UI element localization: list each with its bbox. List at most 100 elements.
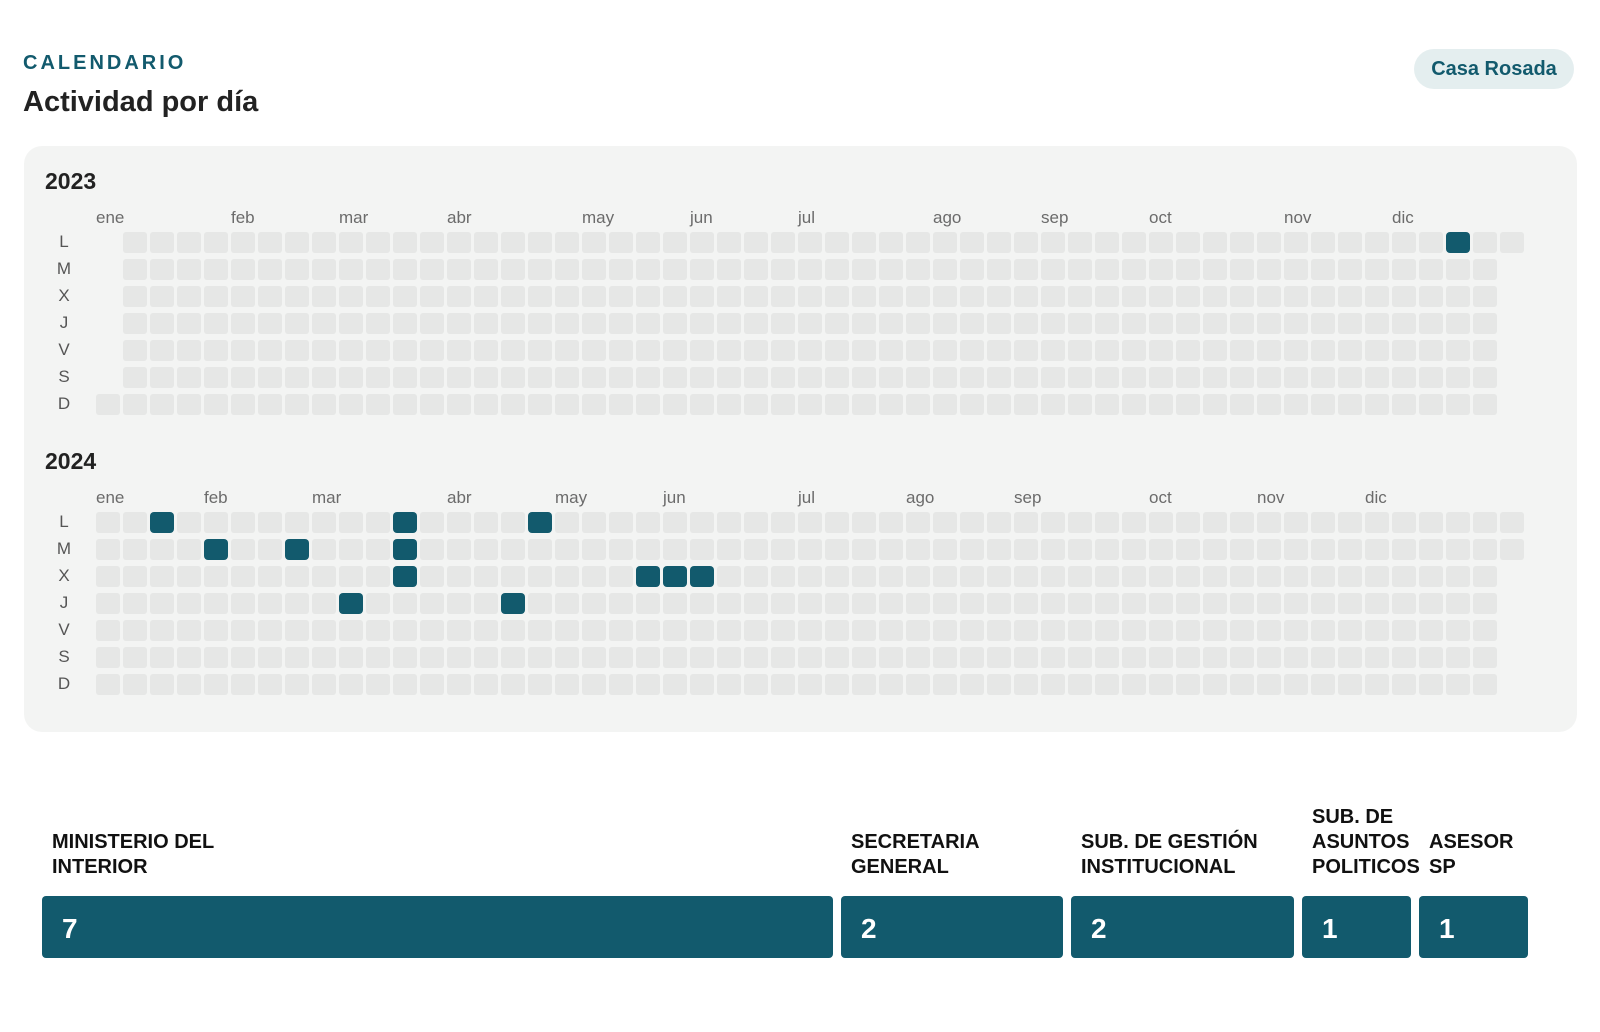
day-cell[interactable] (1311, 620, 1335, 641)
day-cell[interactable] (825, 539, 849, 560)
day-cell[interactable] (177, 512, 201, 533)
day-cell[interactable] (528, 259, 552, 280)
day-cell[interactable] (204, 647, 228, 668)
day-cell[interactable] (609, 512, 633, 533)
day-cell[interactable] (474, 620, 498, 641)
day-cell[interactable] (393, 340, 417, 361)
day-cell[interactable] (231, 232, 255, 253)
day-cell[interactable] (1392, 259, 1416, 280)
day-cell[interactable] (690, 367, 714, 388)
day-cell[interactable] (609, 259, 633, 280)
day-cell[interactable] (447, 367, 471, 388)
day-cell-active[interactable] (150, 512, 174, 533)
day-cell[interactable] (312, 313, 336, 334)
day-cell[interactable] (771, 674, 795, 695)
day-cell[interactable] (1014, 593, 1038, 614)
day-cell[interactable] (582, 313, 606, 334)
day-cell[interactable] (1419, 539, 1443, 560)
day-cell[interactable] (1338, 566, 1362, 587)
day-cell[interactable] (1419, 647, 1443, 668)
day-cell[interactable] (1203, 566, 1227, 587)
day-cell[interactable] (555, 620, 579, 641)
day-cell[interactable] (285, 313, 309, 334)
day-cell[interactable] (636, 367, 660, 388)
day-cell[interactable] (609, 674, 633, 695)
day-cell[interactable] (231, 394, 255, 415)
day-cell[interactable] (744, 566, 768, 587)
day-cell[interactable] (1149, 647, 1173, 668)
day-cell[interactable] (1014, 674, 1038, 695)
day-cell[interactable] (663, 647, 687, 668)
day-cell[interactable] (1122, 512, 1146, 533)
day-cell[interactable] (1284, 566, 1308, 587)
day-cell[interactable] (1311, 539, 1335, 560)
day-cell[interactable] (501, 620, 525, 641)
day-cell[interactable] (798, 313, 822, 334)
day-cell[interactable] (393, 593, 417, 614)
day-cell[interactable] (339, 340, 363, 361)
day-cell[interactable] (609, 394, 633, 415)
day-cell[interactable] (555, 286, 579, 307)
day-cell[interactable] (258, 340, 282, 361)
day-cell[interactable] (1419, 340, 1443, 361)
day-cell[interactable] (312, 566, 336, 587)
day-cell[interactable] (1122, 286, 1146, 307)
day-cell-active[interactable] (636, 566, 660, 587)
day-cell[interactable] (1014, 259, 1038, 280)
day-cell[interactable] (1257, 367, 1281, 388)
day-cell[interactable] (933, 620, 957, 641)
day-cell[interactable] (879, 394, 903, 415)
day-cell[interactable] (150, 674, 174, 695)
day-cell[interactable] (906, 593, 930, 614)
day-cell[interactable] (555, 394, 579, 415)
day-cell[interactable] (933, 232, 957, 253)
day-cell[interactable] (123, 647, 147, 668)
day-cell[interactable] (204, 674, 228, 695)
day-cell[interactable] (825, 232, 849, 253)
day-cell[interactable] (852, 367, 876, 388)
day-cell[interactable] (1068, 593, 1092, 614)
day-cell[interactable] (987, 259, 1011, 280)
day-cell[interactable] (1230, 313, 1254, 334)
day-cell[interactable] (1041, 566, 1065, 587)
day-cell[interactable] (1446, 512, 1470, 533)
day-cell[interactable] (1014, 367, 1038, 388)
day-cell[interactable] (1419, 232, 1443, 253)
day-cell[interactable] (825, 367, 849, 388)
day-cell[interactable] (690, 259, 714, 280)
day-cell[interactable] (1041, 286, 1065, 307)
day-cell[interactable] (582, 232, 606, 253)
day-cell[interactable] (555, 674, 579, 695)
day-cell[interactable] (1230, 394, 1254, 415)
day-cell[interactable] (366, 259, 390, 280)
day-cell[interactable] (177, 647, 201, 668)
day-cell[interactable] (879, 313, 903, 334)
day-cell[interactable] (150, 539, 174, 560)
day-cell[interactable] (1338, 620, 1362, 641)
day-cell[interactable] (1392, 647, 1416, 668)
day-cell[interactable] (339, 232, 363, 253)
day-cell[interactable] (1095, 340, 1119, 361)
day-cell[interactable] (366, 340, 390, 361)
day-cell[interactable] (879, 593, 903, 614)
day-cell[interactable] (96, 394, 120, 415)
day-cell[interactable] (123, 566, 147, 587)
day-cell[interactable] (1473, 313, 1497, 334)
day-cell[interactable] (177, 566, 201, 587)
day-cell[interactable] (1419, 620, 1443, 641)
day-cell[interactable] (1041, 512, 1065, 533)
day-cell[interactable] (1392, 313, 1416, 334)
day-cell[interactable] (582, 367, 606, 388)
day-cell[interactable] (906, 367, 930, 388)
day-cell[interactable] (1338, 259, 1362, 280)
day-cell[interactable] (960, 674, 984, 695)
day-cell[interactable] (1176, 512, 1200, 533)
day-cell[interactable] (1257, 647, 1281, 668)
day-cell[interactable] (906, 286, 930, 307)
day-cell[interactable] (1500, 232, 1524, 253)
day-cell[interactable] (1392, 367, 1416, 388)
day-cell[interactable] (1149, 620, 1173, 641)
day-cell[interactable] (987, 340, 1011, 361)
day-cell[interactable] (1122, 647, 1146, 668)
day-cell[interactable] (366, 674, 390, 695)
